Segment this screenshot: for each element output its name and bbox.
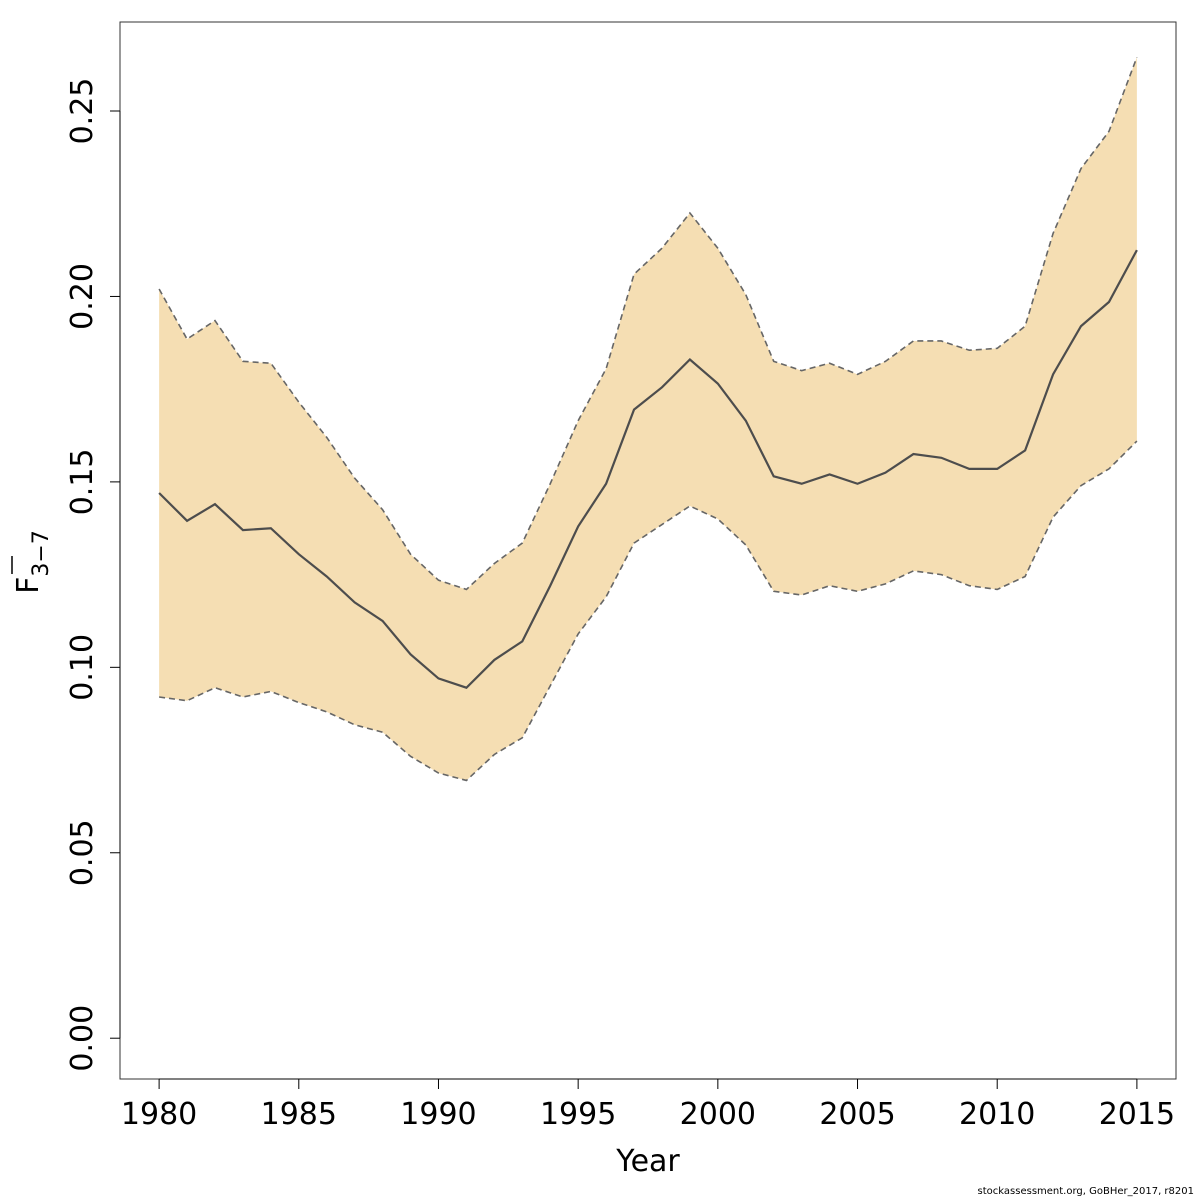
- y-tick-label: 0.15: [65, 448, 100, 515]
- x-tick-label: 2005: [819, 1097, 895, 1132]
- y-tick-label: 0.10: [65, 634, 100, 701]
- x-tick-label: 1990: [400, 1097, 476, 1132]
- confidence-band-area: [159, 57, 1137, 781]
- y-tick-label: 0.05: [65, 819, 100, 886]
- x-tick-label: 1985: [261, 1097, 337, 1132]
- x-tick-label: 1995: [540, 1097, 616, 1132]
- confidence-band: [159, 57, 1137, 781]
- estimate-line: [158, 249, 1138, 689]
- upper-bound-line: [158, 56, 1138, 591]
- y-axis-title-main: F: [11, 577, 46, 594]
- footer-credit: stockassessment.org, GoBHer_2017, r8201: [977, 1186, 1194, 1197]
- y-axis: 0.00 0.05 0.10 0.15 0.20 0.25: [65, 78, 121, 1072]
- x-axis: 1980 1985 1990 1995 2000 2005 2010 2015: [121, 1078, 1175, 1132]
- y-tick-label: 0.25: [65, 78, 100, 145]
- y-tick-label: 0.20: [65, 263, 100, 330]
- y-axis-title: F3−7: [11, 530, 54, 594]
- x-tick-label: 2015: [1099, 1097, 1175, 1132]
- x-tick-label: 2010: [959, 1097, 1035, 1132]
- y-tick-label: 0.00: [65, 1005, 100, 1072]
- x-tick-label: 1980: [121, 1097, 197, 1132]
- x-axis-title: Year: [615, 1144, 680, 1179]
- y-axis-title-subscript: 3−7: [29, 530, 54, 576]
- series-lines: [158, 56, 1138, 782]
- lower-bound-line: [159, 440, 1138, 782]
- svg-text:F3−7: F3−7: [11, 530, 54, 594]
- x-tick-label: 2000: [680, 1097, 756, 1132]
